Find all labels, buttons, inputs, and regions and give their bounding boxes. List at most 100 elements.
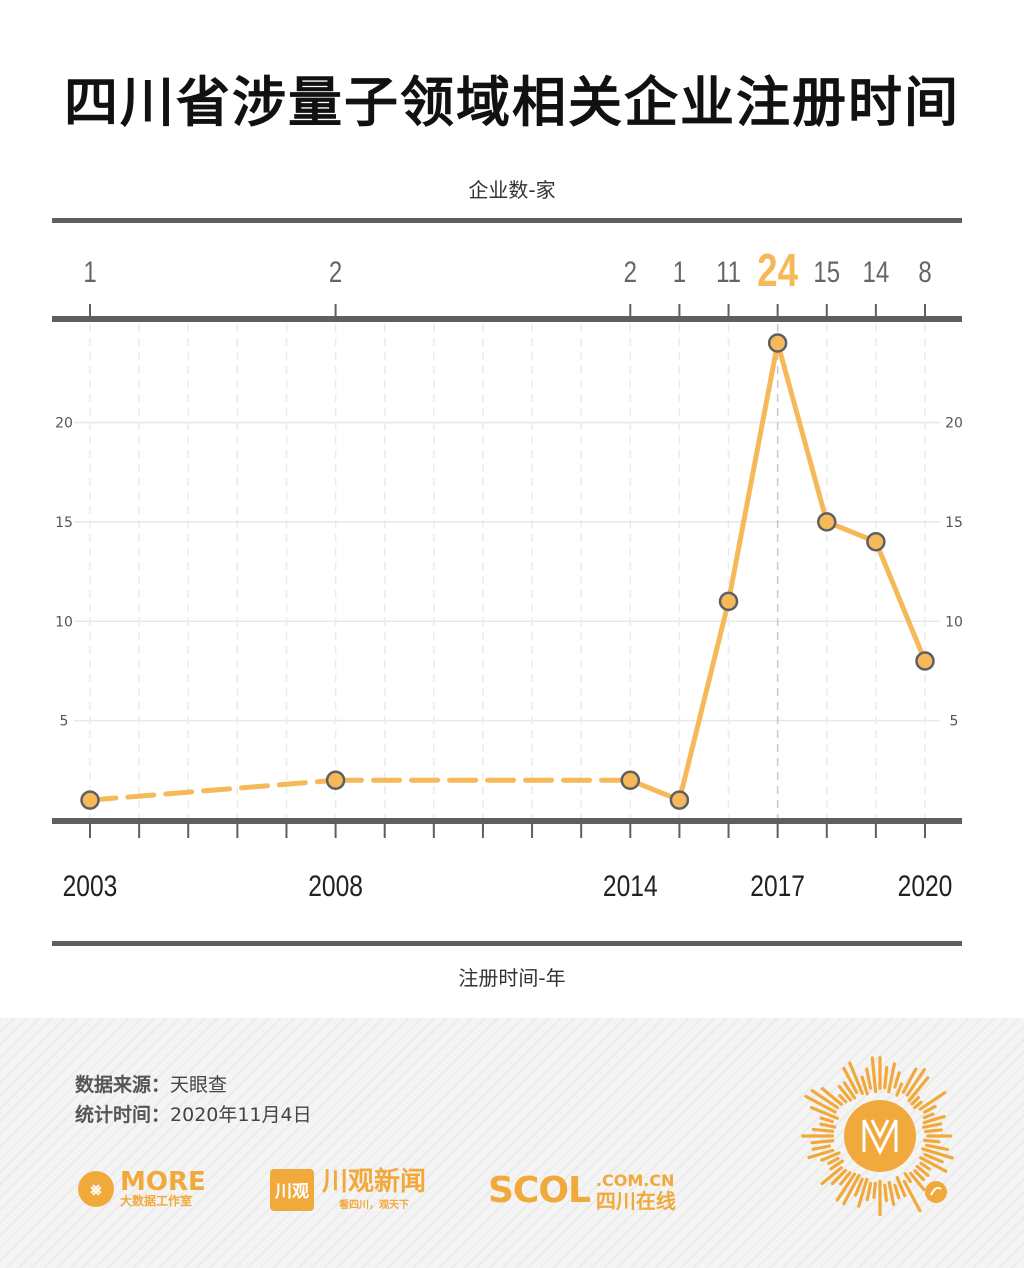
qr-ray <box>865 1067 873 1090</box>
qr-ray <box>918 1091 947 1111</box>
data-point-2015 <box>669 790 690 810</box>
x-axis-label: 注册时间-年 <box>458 966 566 990</box>
qr-ray <box>838 1094 848 1104</box>
footer: 数据来源：天眼查 统计时间：2020年11月4日 ⨳ MORE 大数据工作室 川… <box>0 1018 1024 1268</box>
more-logo-main: MORE <box>120 1167 206 1197</box>
qr-ray <box>909 1171 926 1192</box>
qr-ray <box>895 1175 907 1198</box>
y-tick-label-left-10: 10 <box>55 614 73 630</box>
footer-meta: 数据来源：天眼查 统计时间：2020年11月4日 <box>75 1070 312 1130</box>
qr-ray <box>907 1076 930 1103</box>
qr-ray <box>921 1147 954 1160</box>
qr-ray <box>830 1168 848 1186</box>
more-logo-sub: 大数据工作室 <box>120 1194 193 1208</box>
qr-ray <box>893 1183 901 1200</box>
top-rule <box>52 218 962 223</box>
qr-ray <box>829 1159 845 1171</box>
y-tick-label-left-5: 5 <box>60 714 69 730</box>
qr-code-icon[interactable] <box>800 1056 960 1216</box>
scol-logo: SCOL .COM.CN 四川在线 <box>488 1170 676 1211</box>
qr-ray <box>810 1088 839 1110</box>
qr-ray <box>839 1171 852 1186</box>
qr-ray <box>804 1094 837 1114</box>
qr-ray <box>923 1104 937 1114</box>
qr-ray <box>910 1095 921 1106</box>
x-tick-label-2020: 2020 <box>898 869 953 903</box>
qr-ray <box>919 1161 931 1171</box>
x-tick-label-2017: 2017 <box>750 869 805 903</box>
source-label: 数据来源： <box>75 1074 171 1096</box>
x-tick-label-2008: 2008 <box>308 869 363 903</box>
qr-ray <box>842 1066 859 1094</box>
x-tick-label-2014: 2014 <box>603 869 658 903</box>
qr-ray <box>922 1122 943 1129</box>
scol-logo-cn: 四川在线 <box>595 1188 676 1213</box>
qr-ray <box>853 1177 864 1197</box>
y-tick-label-right-20: 20 <box>945 416 963 432</box>
more-logo-icon: ⨳ <box>78 1171 114 1207</box>
data-point-2020 <box>915 651 935 671</box>
data-point-2014 <box>620 770 641 790</box>
chuanguan-logo-sub: 看四川，观天下 <box>339 1200 409 1211</box>
qr-ray <box>865 1181 873 1202</box>
qr-ray <box>919 1156 948 1173</box>
qr-ray <box>820 1151 841 1162</box>
qr-ray <box>848 1061 864 1095</box>
qr-ray <box>922 1112 935 1120</box>
qr-ray <box>819 1122 837 1129</box>
value-label-2008: 2 <box>329 254 342 288</box>
value-label-2017: 24 <box>757 244 798 296</box>
qr-ray <box>887 1180 896 1206</box>
qr-ray <box>922 1114 946 1125</box>
qr-ray <box>819 1116 834 1124</box>
qr-ray <box>925 1143 949 1152</box>
y-axis-label: 企业数-家 <box>468 178 556 202</box>
qr-ray <box>809 1106 839 1120</box>
data-point-2008 <box>325 770 346 790</box>
qr-ray <box>810 1139 835 1145</box>
scol-logo-domain: .COM.CN <box>595 1170 675 1190</box>
data-point-2017 <box>767 333 788 353</box>
y-tick-label-right-5: 5 <box>950 714 959 730</box>
qr-ray <box>820 1166 843 1186</box>
more-logo: ⨳ MORE 大数据工作室 <box>78 1167 206 1208</box>
qr-ray <box>842 1173 861 1206</box>
value-label-2003: 1 <box>83 254 96 288</box>
qr-ray <box>923 1153 944 1164</box>
qr-ray <box>924 1128 943 1134</box>
line-segment-2017-2018 <box>775 340 830 525</box>
qr-ray <box>915 1164 930 1177</box>
qr-ray <box>902 1179 922 1213</box>
qr-ray <box>837 1085 853 1102</box>
value-label-2014: 2 <box>624 254 637 288</box>
data-point-2016 <box>718 591 739 612</box>
qr-ray <box>883 1065 889 1090</box>
qr-ray <box>923 1138 941 1144</box>
qr-ray <box>901 1067 918 1094</box>
data-point-2018 <box>817 512 837 532</box>
chuanguan-logo: 川观 川观新闻 看四川，观天下 <box>270 1168 426 1211</box>
qr-ray <box>870 1056 878 1094</box>
x-axis-line <box>52 818 962 824</box>
y-tick-label-right-15: 15 <box>945 515 963 531</box>
qr-ray <box>811 1144 831 1151</box>
qr-ray <box>872 1181 877 1199</box>
scol-logo-main: SCOL <box>488 1170 591 1211</box>
line-segment-2019-2020 <box>873 539 928 664</box>
value-label-2015: 1 <box>673 254 686 288</box>
line-segment-2003-2008 <box>87 777 339 803</box>
qr-ray <box>811 1127 835 1133</box>
value-label-2019: 14 <box>863 254 890 288</box>
qr-ray <box>903 1172 912 1184</box>
chart-title: 四川省涉量子领域相关企业注册时间 <box>64 71 960 134</box>
qr-ray <box>912 1100 923 1110</box>
qr-ray <box>913 1169 926 1182</box>
line-segment-2016-2017 <box>726 340 781 604</box>
x-tick-label-2003: 2003 <box>63 869 118 903</box>
time-value: 2020年11月4日 <box>170 1104 312 1126</box>
source-value: 天眼查 <box>170 1074 228 1096</box>
qr-ray <box>842 1081 857 1100</box>
qr-ray <box>807 1148 835 1160</box>
line-segment-2015-2016 <box>676 598 732 803</box>
qr-ray <box>820 1087 843 1106</box>
